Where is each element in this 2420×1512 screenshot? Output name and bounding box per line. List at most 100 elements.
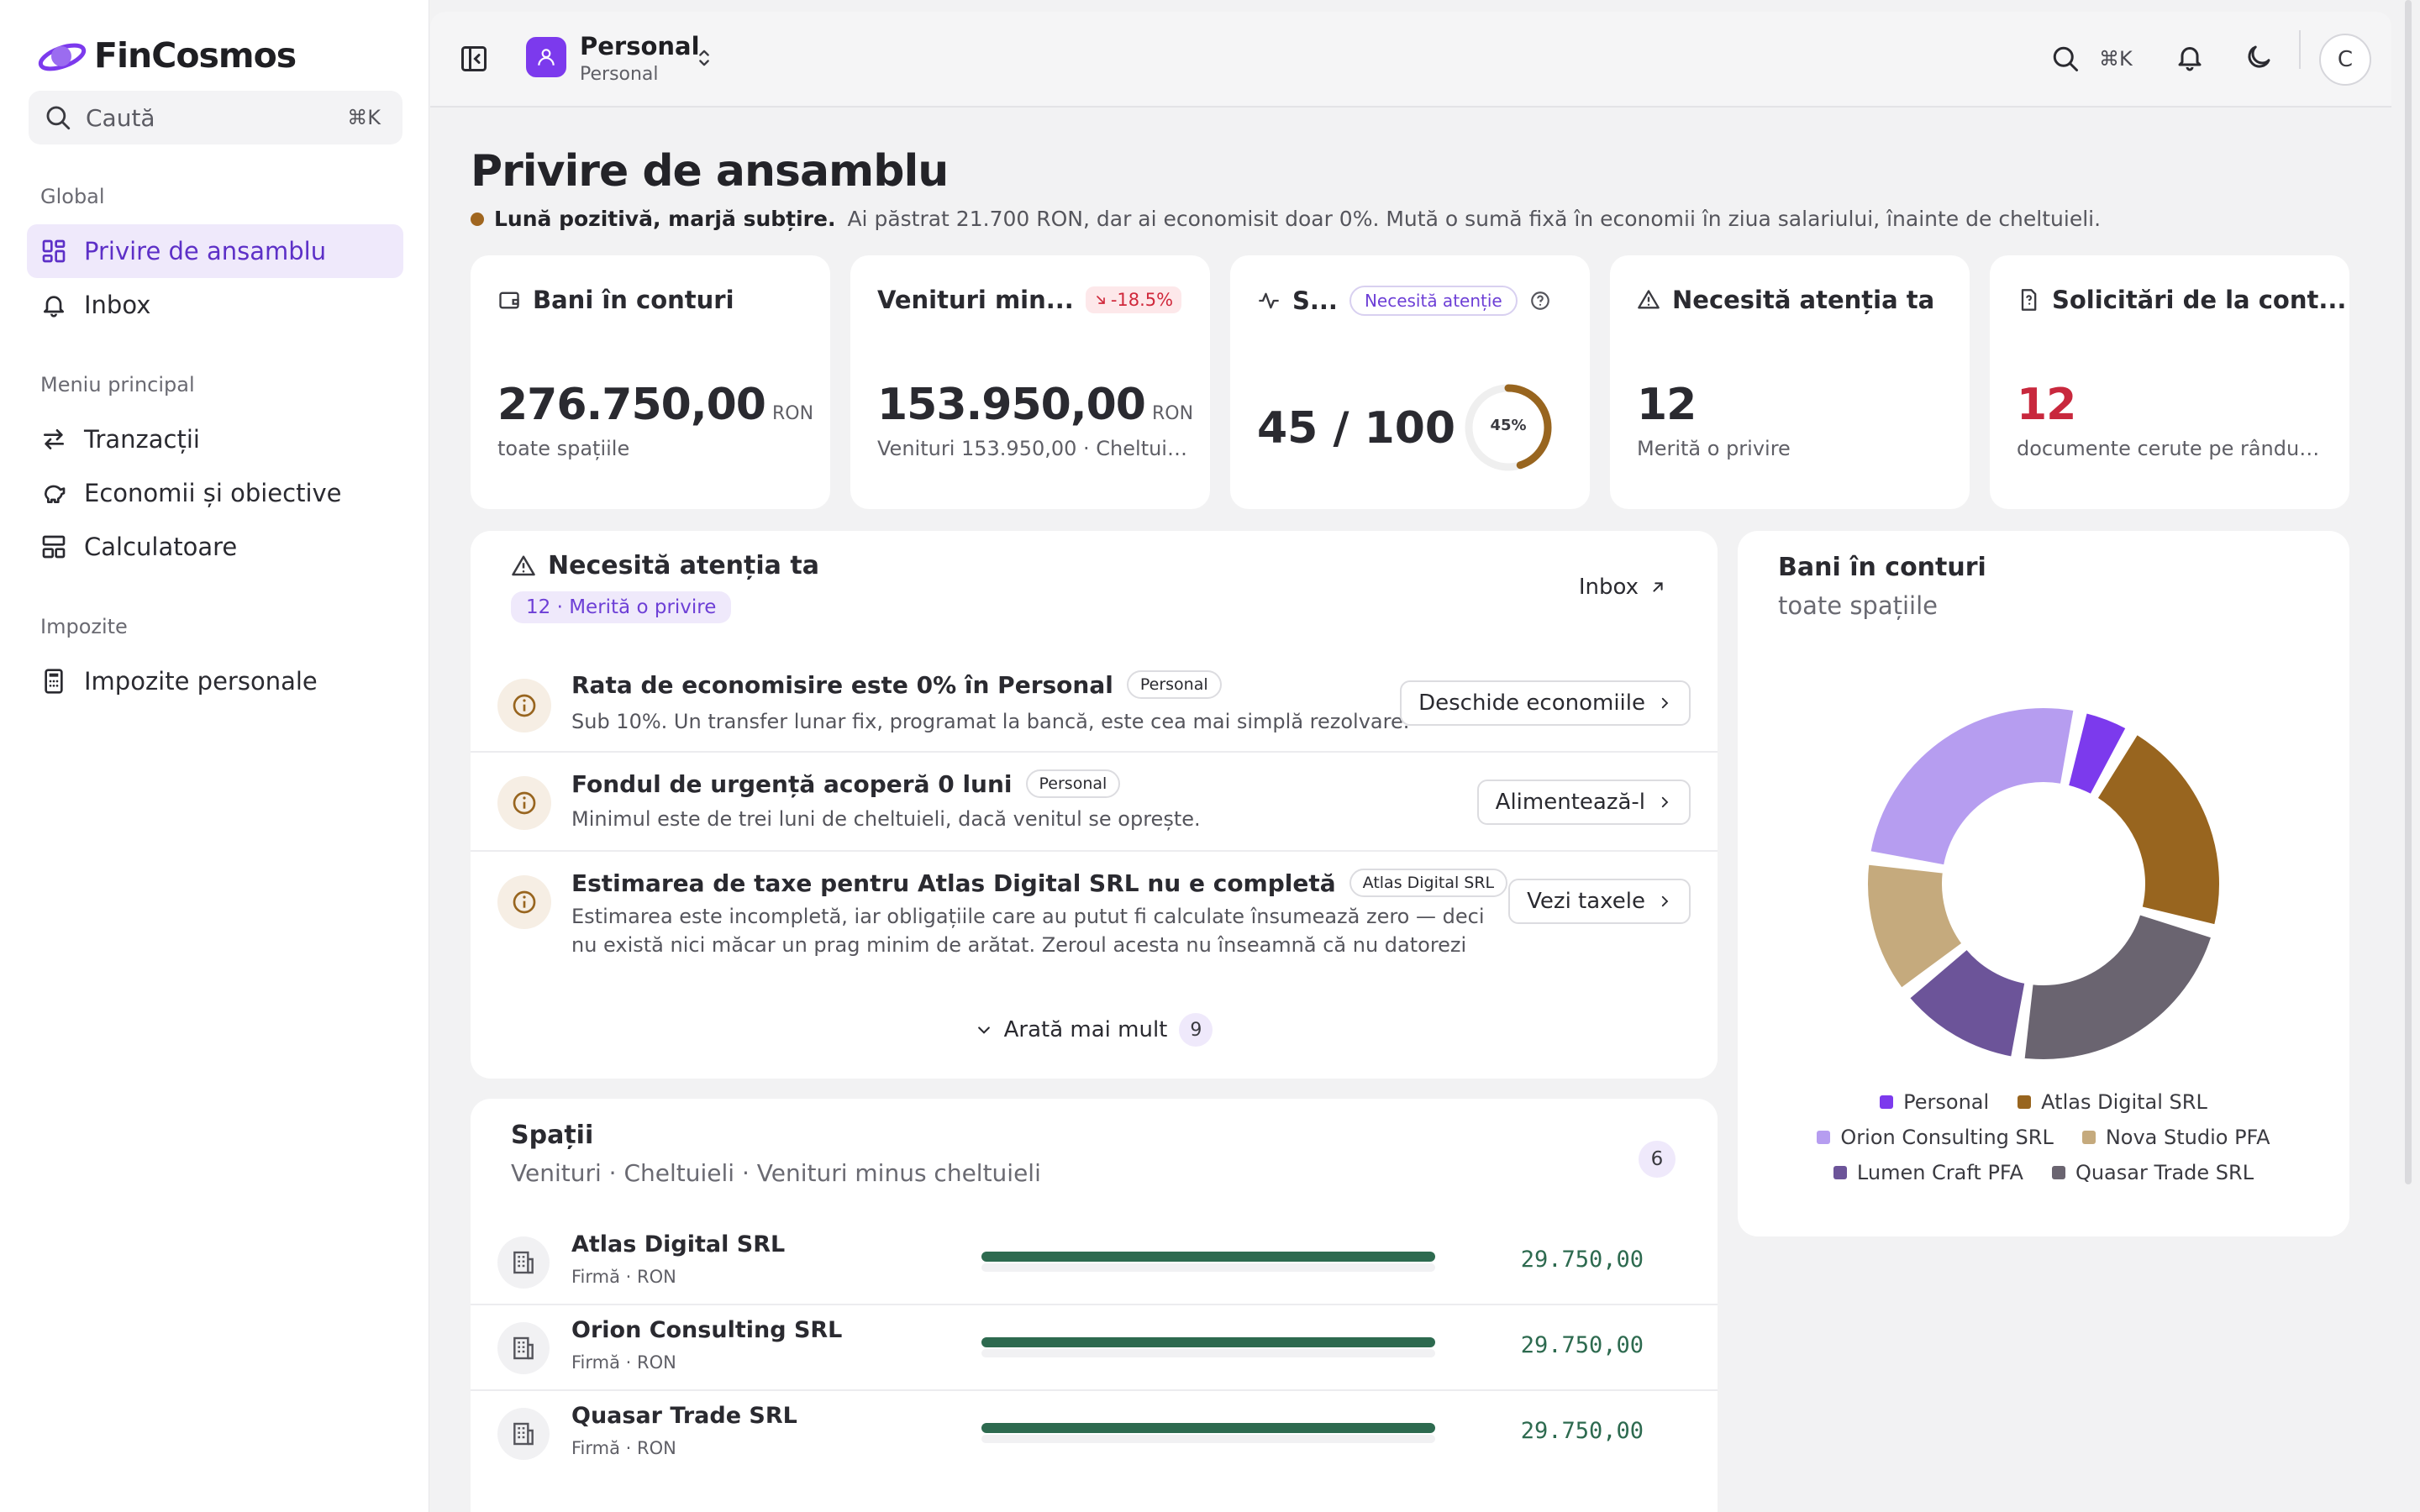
kpi-title: Venituri min... (877, 286, 1074, 314)
kpi-value: 153.950,00 RON (877, 380, 1194, 430)
workspace-name[interactable]: Personal (580, 32, 700, 60)
brand-name: FinCosmos (94, 35, 297, 76)
kpi-title: S... (1292, 286, 1338, 315)
sidebar-item-label: Tranzacții (84, 425, 200, 454)
summary-text: Ai păstrat 21.700 RON, dar ai economisit… (847, 207, 2102, 231)
user-avatar[interactable]: C (2319, 34, 2371, 86)
sidebar-item-personal-taxes[interactable]: Impozite personale (27, 654, 403, 708)
legend-swatch (1880, 1095, 1894, 1109)
search-placeholder: Caută (86, 103, 155, 132)
inbox-link[interactable]: Inbox (1579, 575, 1667, 600)
arrow-down-right-icon (1096, 296, 1105, 304)
sidebar-toggle-icon[interactable] (459, 44, 489, 74)
legend-item[interactable]: Atlas Digital SRL (2018, 1090, 2207, 1114)
kpi-card-requests[interactable]: Solicitări de la cont... 12 documente ce… (1990, 255, 2349, 509)
sidebar-item-label: Privire de ansamblu (84, 237, 327, 265)
help-circle-icon[interactable] (1529, 290, 1551, 312)
legend-item[interactable]: Nova Studio PFA (2081, 1126, 2270, 1149)
donut-slice-orion-consulting-srl[interactable] (1869, 706, 2075, 867)
attention-item[interactable]: Rata de economisire este 0% în Personal P… (471, 657, 1718, 756)
donut-slice-quasar-trade-srl[interactable] (2023, 913, 2213, 1061)
attention-item[interactable]: Estimarea de taxe pentru Atlas Digital S… (471, 853, 1718, 988)
chart-legend: Personal Atlas Digital SRL Orion Consultin… (1738, 1090, 2349, 1184)
space-name: Atlas Digital SRL (571, 1231, 786, 1257)
donut-slice-atlas-digital-srl[interactable] (2096, 732, 2221, 927)
document-question-icon (2021, 289, 2037, 311)
sidebar-search[interactable]: Caută ⌘K (29, 91, 402, 144)
legend-label: Lumen Craft PFA (1856, 1161, 2023, 1184)
show-more-button[interactable]: Arată mai mult 9 (471, 1013, 1718, 1047)
sidebar-item-label: Inbox (84, 291, 151, 319)
space-bar (981, 1423, 1435, 1445)
search-shortcut: ⌘K (347, 106, 381, 129)
kpi-card-balance[interactable]: Bani în conturi 276.750,00 RON toate spaț… (471, 255, 830, 509)
wallet-icon (499, 291, 519, 309)
chevron-up-down-icon[interactable] (692, 45, 716, 71)
sidebar-item-label: Impozite personale (84, 667, 318, 696)
planet-logo-icon (38, 43, 87, 71)
moon-icon[interactable] (2244, 42, 2274, 72)
row-divider (471, 1304, 1718, 1305)
chevron-right-icon (1661, 697, 1669, 709)
workspace-subtitle: Personal (580, 64, 659, 85)
donut-slice-personal[interactable] (2067, 711, 2128, 796)
sidebar: FinCosmos Caută ⌘K Global Privire de ans… (0, 0, 429, 1512)
sidebar-item-label: Economii și obiective (84, 479, 342, 507)
notifications-bell-icon[interactable] (2175, 42, 2205, 72)
kpi-card-net[interactable]: Venituri min... -18.5% 153.950,00 RON Ven… (850, 255, 1210, 509)
legend-swatch (2081, 1131, 2096, 1144)
kpi-caption: Merită o privire (1637, 437, 1791, 460)
brand-logo[interactable]: FinCosmos (37, 34, 297, 77)
space-value: 29.750,00 (1520, 1247, 1644, 1273)
attention-item[interactable]: Fondul de urgență acoperă 0 luni Personal… (471, 754, 1718, 853)
attention-item-desc: Estimarea este incompletă, iar obligații… (571, 905, 1485, 957)
kpi-title: Necesită atenția ta (1672, 286, 1935, 314)
row-divider (471, 1389, 1718, 1391)
legend-item[interactable]: Lumen Craft PFA (1833, 1161, 2023, 1184)
legend-item[interactable]: Orion Consulting SRL (1817, 1126, 2054, 1149)
sidebar-item-savings[interactable]: Economii și obiective (27, 466, 403, 520)
search-icon[interactable] (2050, 44, 2081, 74)
open-savings-button[interactable]: Deschide economiile (1400, 680, 1691, 726)
workspace-avatar[interactable] (526, 37, 566, 77)
more-count-badge: 9 (1179, 1013, 1213, 1047)
donut-slice-nova-studio-pfa[interactable] (1866, 863, 1964, 990)
sidebar-item-transactions[interactable]: Tranzacții (27, 412, 403, 466)
building-icon (497, 1408, 550, 1460)
spaces-panel: Spații Venituri · Cheltuieli · Venituri … (471, 1099, 1718, 1512)
sidebar-item-inbox[interactable]: Inbox (27, 278, 403, 332)
panel-title: Necesită atenția ta (548, 551, 819, 580)
legend-item[interactable]: Quasar Trade SRL (2051, 1161, 2254, 1184)
space-name: Quasar Trade SRL (571, 1403, 797, 1429)
legend-label: Nova Studio PFA (2105, 1126, 2270, 1149)
info-icon (497, 776, 551, 830)
kpi-caption: toate spațiile (497, 437, 630, 460)
kpi-card-attention[interactable]: Necesită atenția ta 12 Merită o privire (1610, 255, 1970, 509)
donut-chart (1866, 706, 2221, 1061)
kpi-card-score[interactable]: S... Necesită atenție 45 / 100 45% (1230, 255, 1590, 509)
space-row[interactable]: Orion Consulting SRL Firmă · RON 29.750,… (471, 1300, 1718, 1386)
gauge-percent: 45% (1490, 417, 1527, 434)
space-row[interactable]: Quasar Trade SRL Firmă · RON 29.750,00 (471, 1386, 1718, 1472)
summary-headline: Lună pozitivă, marjă subțire. (494, 207, 836, 231)
sidebar-item-calculators[interactable]: Calculatoare (27, 520, 403, 574)
fund-emergency-button[interactable]: Alimentează-l (1476, 780, 1691, 825)
transfer-arrows-icon (44, 429, 64, 449)
legend-item[interactable]: Personal (1880, 1090, 1989, 1114)
layout-icon (42, 535, 66, 559)
legend-label: Quasar Trade SRL (2075, 1161, 2254, 1184)
kpi-value: 12 (2017, 380, 2076, 430)
attention-panel: Necesită atenția ta 12 · Merită o privir… (471, 531, 1718, 1079)
kpi-value: 12 (1637, 380, 1697, 430)
status-badge: Necesită atenție (1349, 286, 1518, 316)
legend-label: Personal (1903, 1090, 1990, 1114)
space-tag: Personal (1126, 670, 1222, 699)
info-icon (497, 679, 551, 732)
view-taxes-button[interactable]: Vezi taxele (1508, 879, 1691, 924)
donut-slice-lumen-craft-pfa[interactable] (1908, 948, 2027, 1058)
page-scrollbar[interactable] (2405, 0, 2412, 1184)
space-row[interactable]: Atlas Digital SRL Firmă · RON 29.750,00 (471, 1215, 1718, 1300)
calculator-icon (45, 669, 63, 694)
sidebar-item-overview[interactable]: Privire de ansamblu (27, 224, 403, 278)
legend-swatch (2018, 1095, 2032, 1109)
